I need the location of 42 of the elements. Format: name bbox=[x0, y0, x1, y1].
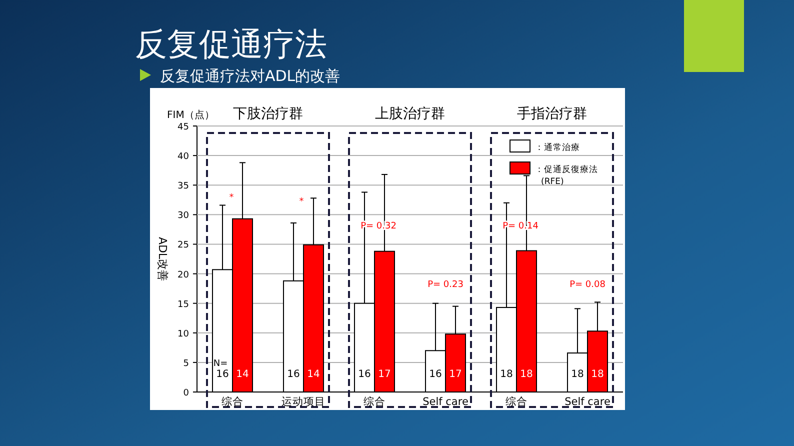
annotation: 16 bbox=[216, 369, 229, 380]
chart-subtitle: 反复促通疗法对ADL的改善 bbox=[160, 67, 340, 85]
x-tick-label: 运动项目 bbox=[282, 395, 326, 408]
annotation: * bbox=[229, 192, 234, 203]
y-tick-label: 40 bbox=[178, 152, 190, 162]
y-axis-title: ADL改善 bbox=[156, 236, 169, 282]
annotation: * bbox=[299, 197, 304, 208]
annotation: 17 bbox=[378, 369, 391, 380]
text: FIM（点） bbox=[167, 109, 214, 121]
y-tick-label: 45 bbox=[178, 122, 189, 132]
annotation: 16 bbox=[358, 369, 371, 380]
x-tick-label: Self care bbox=[422, 396, 468, 408]
y-tick-label: 15 bbox=[178, 300, 189, 310]
annotation: 14 bbox=[236, 369, 249, 380]
legend-label: ：通常治療 bbox=[535, 142, 580, 153]
y-tick-label: 25 bbox=[178, 240, 189, 251]
y-tick-label: 20 bbox=[178, 270, 190, 280]
annotation: 18 bbox=[520, 369, 533, 380]
annotation: 18 bbox=[591, 369, 604, 380]
y-tick-label: 30 bbox=[178, 211, 190, 222]
x-tick-label: 综合 bbox=[222, 395, 244, 408]
y-tick-label: 10 bbox=[178, 329, 190, 340]
annotation: 14 bbox=[307, 369, 320, 380]
annotation: P= 0.08 bbox=[570, 280, 606, 290]
chart-title: 反复促通疗法 bbox=[135, 25, 327, 63]
annotation: 18 bbox=[500, 369, 513, 380]
annotation: P= 0.23 bbox=[428, 280, 464, 290]
annotation: 16 bbox=[429, 369, 442, 380]
x-tick-label: 综合 bbox=[364, 395, 386, 408]
y-tick-label: 0 bbox=[183, 388, 190, 398]
annotation: 16 bbox=[287, 369, 300, 380]
annotation: 18 bbox=[571, 369, 584, 380]
text: 手指治疗群 bbox=[517, 106, 587, 122]
text: 下肢治疗群 bbox=[233, 106, 303, 122]
text: 上肢治疗群 bbox=[375, 106, 445, 122]
y-tick-label: 35 bbox=[178, 182, 189, 192]
annotation: 17 bbox=[449, 369, 462, 380]
y-tick-label: 5 bbox=[183, 358, 189, 369]
legend-label: ：促通反復療法 (RFE) bbox=[535, 164, 598, 187]
x-tick-label: Self care bbox=[564, 396, 610, 408]
annotation: N= bbox=[213, 359, 228, 369]
x-tick-label: 综合 bbox=[506, 395, 528, 408]
